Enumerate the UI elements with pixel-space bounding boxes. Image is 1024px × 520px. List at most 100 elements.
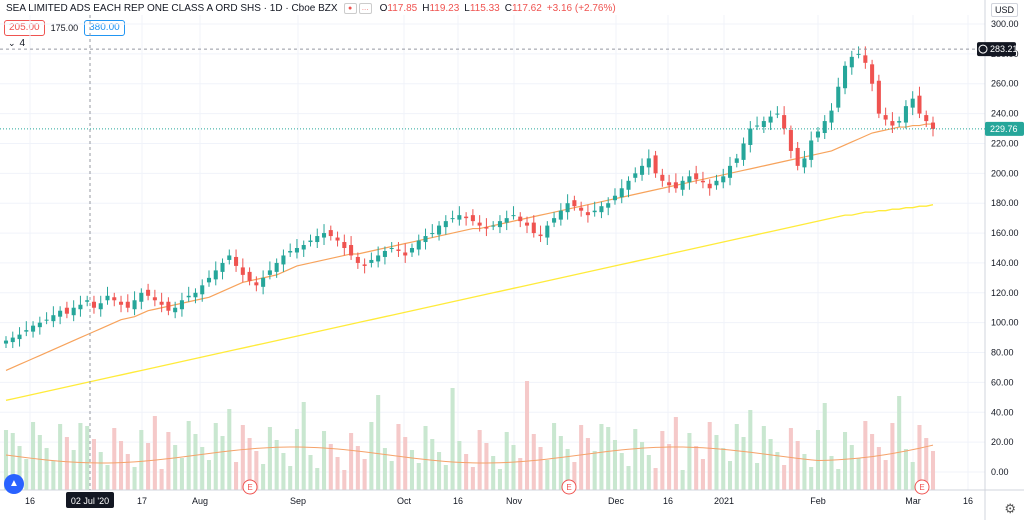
indicators-toggle[interactable]: ⌄ 4 xyxy=(8,38,25,49)
volume-bar xyxy=(139,430,144,490)
candle-body xyxy=(903,106,908,123)
candle-body xyxy=(457,215,462,220)
tradingview-logo-icon[interactable]: ▲ xyxy=(4,474,24,494)
volume-bar xyxy=(538,447,543,490)
volume-bar xyxy=(876,447,881,490)
volume-bar xyxy=(768,439,773,490)
volume-bar xyxy=(179,458,184,490)
volume-bar xyxy=(727,461,733,490)
volume-bar xyxy=(64,437,69,490)
candle-body xyxy=(464,216,469,219)
candle-body xyxy=(294,248,299,253)
volume-bar xyxy=(856,458,861,490)
candle-body xyxy=(531,222,536,234)
candle-body xyxy=(274,262,279,272)
volume-bar xyxy=(579,425,584,490)
volume-bar xyxy=(240,425,245,490)
candle-body xyxy=(396,249,401,251)
earnings-marker[interactable]: E xyxy=(561,479,577,495)
volume-bar xyxy=(443,465,448,490)
volume-bar xyxy=(822,403,827,490)
x-tick-label: Sep xyxy=(290,496,306,506)
candle-body xyxy=(152,297,157,301)
volume-bar xyxy=(870,434,875,490)
open-label: O xyxy=(379,3,388,14)
candle-body xyxy=(843,65,848,89)
volume-bar xyxy=(518,458,523,490)
candle-body xyxy=(552,218,557,223)
earnings-marker[interactable]: E xyxy=(914,479,930,495)
volume-bar xyxy=(748,410,753,490)
x-tick-label: Dec xyxy=(608,496,625,506)
candle-body xyxy=(3,340,9,344)
volume-bar xyxy=(531,434,536,490)
candle-body xyxy=(254,282,259,286)
volume-bar xyxy=(10,433,15,490)
eye-icon[interactable]: ● xyxy=(343,3,357,14)
volume-bar xyxy=(382,448,387,490)
candle-body xyxy=(491,225,496,227)
candle-body xyxy=(261,277,266,287)
candle-body xyxy=(538,234,543,237)
volume-bar xyxy=(166,432,171,490)
volume-bar xyxy=(247,438,252,490)
candle-body xyxy=(44,319,49,321)
volume-bar xyxy=(416,463,421,490)
volume-bar xyxy=(484,443,489,490)
candle-body xyxy=(78,304,83,310)
x-tick-label: Aug xyxy=(192,496,208,506)
candle-body xyxy=(409,248,415,253)
candle-body xyxy=(315,236,320,243)
y-tick-label: 120.00 xyxy=(991,288,1019,298)
gear-icon[interactable]: ⚙ xyxy=(1004,501,1016,516)
volume-bar xyxy=(186,421,191,490)
volume-bar xyxy=(612,440,618,490)
volume-bar xyxy=(565,449,570,490)
candle-body xyxy=(897,121,902,123)
volume-bar xyxy=(849,445,854,490)
open-value: 117.85 xyxy=(387,3,418,14)
candle-body xyxy=(31,325,36,332)
candle-body xyxy=(321,233,327,238)
volume-bar xyxy=(673,417,678,490)
candle-body xyxy=(355,256,360,263)
candle-body xyxy=(389,248,394,249)
volume-bar xyxy=(843,432,848,490)
candle-body xyxy=(910,98,915,108)
volume-bar xyxy=(355,446,360,490)
volume-bar xyxy=(234,462,239,490)
earnings-marker[interactable]: E xyxy=(242,479,258,495)
y-tick-label: 220.00 xyxy=(991,138,1019,148)
more-icon[interactable]: … xyxy=(358,3,372,14)
candle-body xyxy=(782,115,787,129)
y-tick-label: 0.00 xyxy=(991,467,1009,477)
ask-price[interactable]: 380.00 xyxy=(84,20,125,36)
volume-bar xyxy=(78,423,83,490)
volume-bar xyxy=(274,440,279,490)
volume-bar xyxy=(863,421,868,490)
candle-body xyxy=(524,222,530,226)
volume-bar xyxy=(308,455,313,490)
candle-body xyxy=(633,173,638,178)
volume-bar xyxy=(288,466,293,490)
candle-body xyxy=(646,158,651,168)
candle-body xyxy=(349,245,354,256)
crosshair-date-label: 02 Jul '20 xyxy=(71,496,109,506)
candle-body xyxy=(579,207,584,211)
candle-body xyxy=(836,86,841,108)
volume-ma-line xyxy=(5,444,934,464)
change-value: +3.16 (+2.76%) xyxy=(546,3,616,14)
volume-bar xyxy=(714,435,719,490)
candle-body xyxy=(71,307,76,316)
bid-price[interactable]: 205.00 xyxy=(4,20,45,36)
candle-body xyxy=(85,300,90,302)
volume-bar xyxy=(328,444,333,490)
candle-body xyxy=(132,300,137,310)
candle-body xyxy=(788,130,793,151)
currency-label[interactable]: USD xyxy=(990,3,1018,17)
symbol-title[interactable]: SEA LIMITED ADS EACH REP ONE CLASS A ORD… xyxy=(6,3,338,14)
candle-body xyxy=(721,176,726,183)
candle-body xyxy=(822,121,827,134)
candle-body xyxy=(91,301,96,308)
